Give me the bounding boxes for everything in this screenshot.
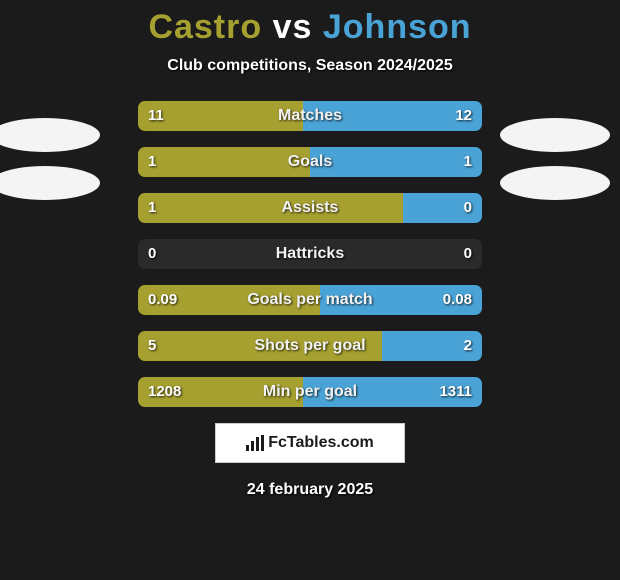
photo-ellipse [0, 118, 100, 152]
stat-label: Hattricks [138, 239, 482, 269]
stat-row: 11Goals [138, 147, 482, 177]
stat-label: Min per goal [138, 377, 482, 407]
subtitle: Club competitions, Season 2024/2025 [0, 57, 620, 75]
vs-separator: vs [273, 8, 313, 46]
stat-label: Goals [138, 147, 482, 177]
player-right-name: Johnson [323, 8, 472, 46]
stat-label: Matches [138, 101, 482, 131]
stat-label: Assists [138, 193, 482, 223]
stat-row: 1112Matches [138, 101, 482, 131]
date-label: 24 february 2025 [0, 481, 620, 499]
left-photo-placeholders [0, 118, 120, 214]
photo-ellipse [500, 118, 610, 152]
photo-ellipse [0, 166, 100, 200]
photo-ellipse [500, 166, 610, 200]
player-left-name: Castro [148, 8, 262, 46]
right-photo-placeholders [500, 118, 620, 214]
brand-text: FcTables.com [268, 434, 374, 452]
stat-row: 10Assists [138, 193, 482, 223]
stat-row: 0.090.08Goals per match [138, 285, 482, 315]
stat-row: 00Hattricks [138, 239, 482, 269]
bars-icon [246, 435, 264, 451]
brand-badge[interactable]: FcTables.com [215, 423, 405, 463]
stat-label: Shots per goal [138, 331, 482, 361]
stat-row: 52Shots per goal [138, 331, 482, 361]
stat-row: 12081311Min per goal [138, 377, 482, 407]
stat-label: Goals per match [138, 285, 482, 315]
comparison-title: Castro vs Johnson [0, 0, 620, 47]
stat-rows: 1112Matches 11Goals 10Assists 00Hattricks 0.… [138, 101, 482, 407]
